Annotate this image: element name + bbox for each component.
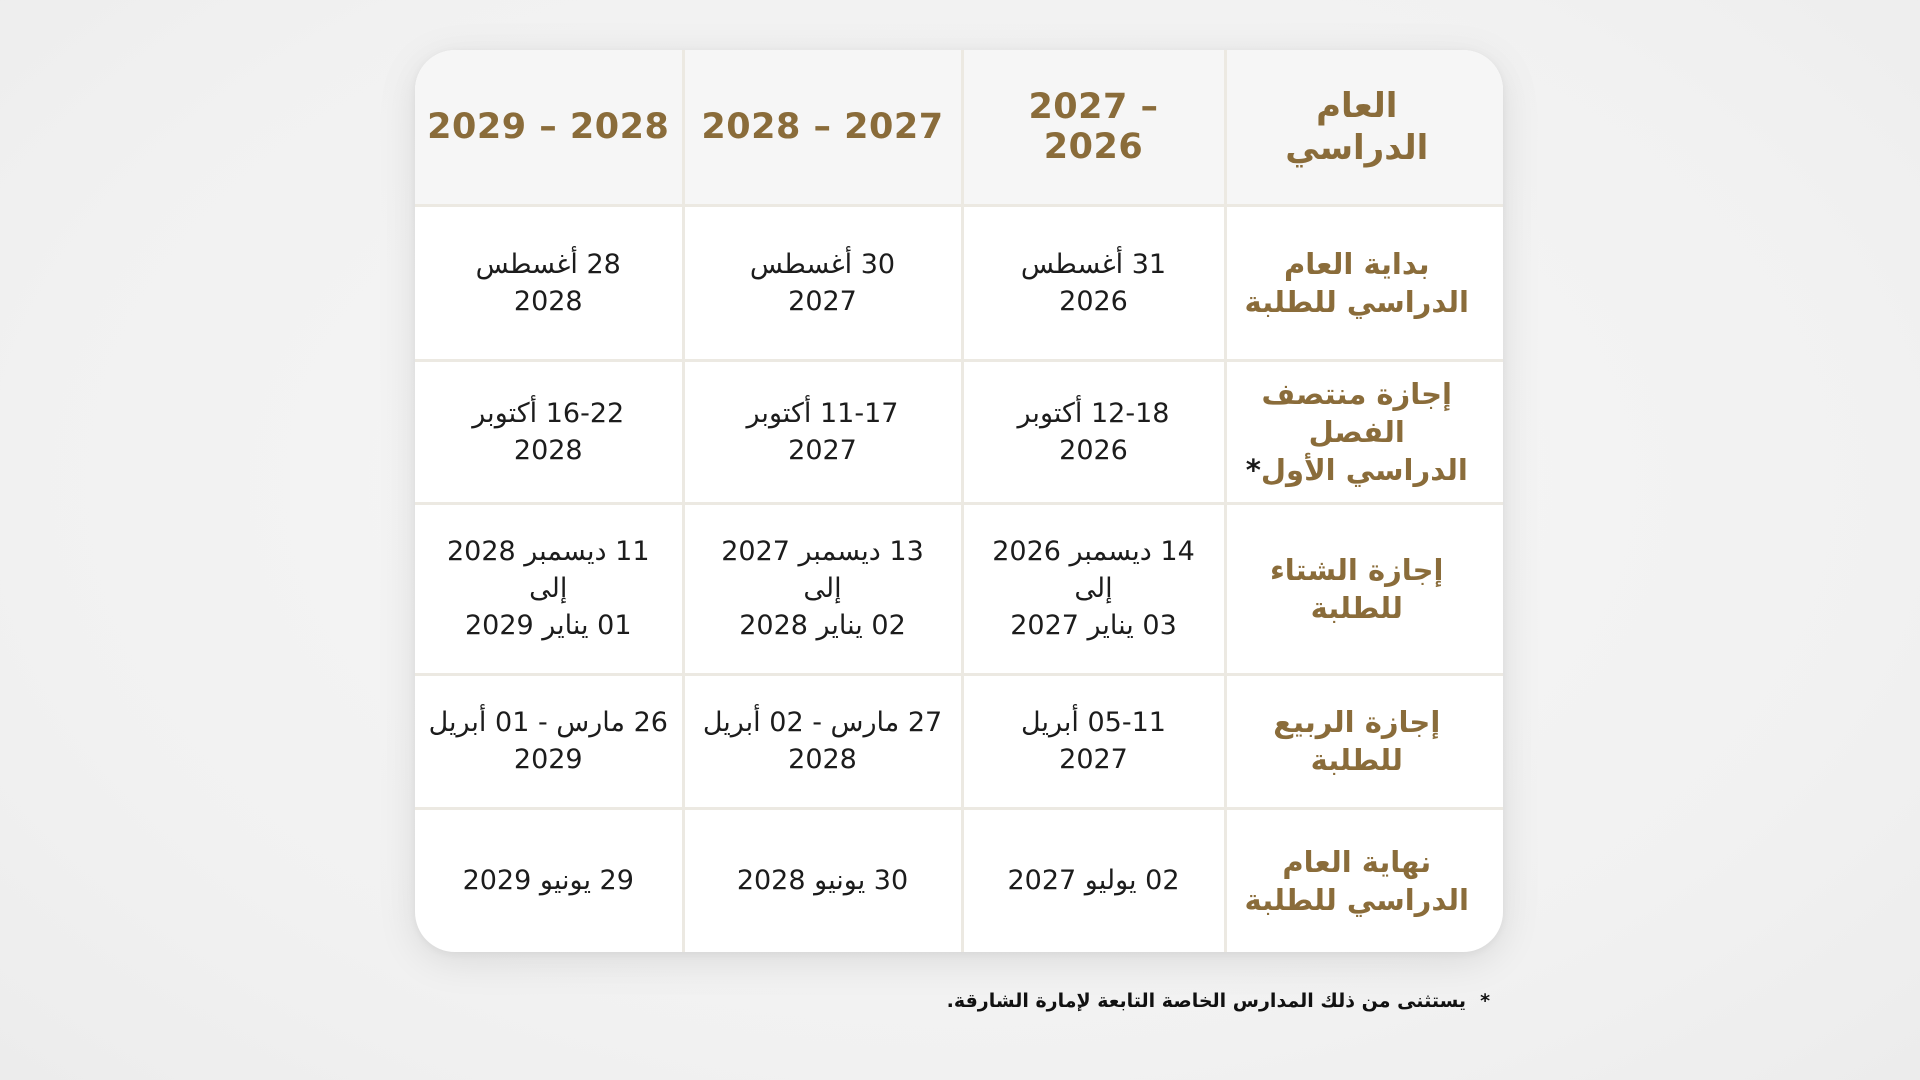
row-label-end-of-year: نهاية العام الدراسي للطلبة (1223, 806, 1503, 952)
table-row-end-of-year: 29 يونيو 2029 30 يونيو 2028 02 يوليو 202… (415, 806, 1503, 952)
cell-start-2026-2027: 31 أغسطس 2026 (960, 203, 1227, 362)
table-row-mid-term-break: 16-22 أكتوبر 2028 11-17 أكتوبر 2027 12-1… (415, 358, 1503, 505)
cell-end-2026-2027: 02 يوليو 2027 (960, 806, 1227, 952)
cell-end-2027-2028: 30 يونيو 2028 (681, 806, 964, 952)
cell-start-2028-2029: 28 أغسطس 2028 (415, 203, 685, 362)
header-year-2026-2027: 2027 – 2026 (960, 50, 1227, 207)
cell-line: 30 أغسطس (749, 248, 896, 280)
table-row-start-of-year: 28 أغسطس 2028 30 أغسطس 2027 31 أغسطس 202… (415, 203, 1503, 362)
cell-line: 2027 (788, 285, 857, 317)
cell-line: إلى (529, 573, 568, 604)
cell-line: 11-17 أكتوبر (746, 397, 899, 429)
row-label-line1: إجازة منتصف الفصل (1261, 376, 1452, 449)
cell-spring-2026-2027: 05-11 أبريل 2027 (960, 672, 1227, 810)
header-label-line1: العام (1316, 85, 1398, 126)
cell-line: 2028 (513, 434, 583, 466)
cell-line: 05-11 أبريل (1021, 707, 1166, 738)
cell-line: 01 يناير 2029 (464, 610, 632, 641)
row-label-mid-term-break: إجازة منتصف الفصل الدراسي الأول* (1223, 358, 1503, 505)
cell-line: 29 يونيو 2029 (462, 865, 634, 897)
cell-line: إلى (803, 573, 842, 604)
cell-midterm-2028-2029: 16-22 أكتوبر 2028 (415, 358, 685, 505)
cell-line: 02 يناير 2028 (739, 610, 906, 641)
cell-winter-2026-2027: 14 ديسمبر 2026 إلى 03 يناير 2027 (960, 501, 1227, 676)
cell-spring-2027-2028: 27 مارس - 02 أبريل 2028 (681, 672, 964, 810)
header-label-line2: الدراسي (1285, 127, 1429, 168)
cell-line: 2026 (1059, 285, 1128, 317)
header-year-2028-2029: 2029 – 2028 (415, 50, 685, 207)
cell-end-2028-2029: 29 يونيو 2029 (415, 806, 685, 952)
cell-line: 2028 (513, 285, 583, 317)
academic-calendar-card: 2029 – 2028 2028 – 2027 2027 – 2026 العا… (415, 50, 1503, 952)
row-label-line1: نهاية العام (1282, 844, 1432, 879)
header-year-2027-2028: 2028 – 2027 (681, 50, 964, 207)
cell-line: 31 أغسطس (1020, 248, 1167, 280)
cell-line: 02 يوليو 2027 (1007, 865, 1180, 897)
footnote: * يستثنى من ذلك المدارس الخاصة التابعة لإ… (947, 990, 1490, 1012)
cell-line: 03 يناير 2027 (1010, 610, 1177, 641)
cell-line: 2026 (1059, 434, 1128, 466)
row-label-line2: للطلبة (1310, 590, 1403, 625)
cell-line: 13 ديسمبر 2027 (721, 536, 924, 567)
cell-line: 12-18 أكتوبر (1017, 397, 1170, 429)
cell-spring-2028-2029: 26 مارس - 01 أبريل 2029 (415, 672, 685, 810)
row-label-start-of-year: بداية العام الدراسي للطلبة (1223, 203, 1503, 362)
row-label-line1: بداية العام (1284, 246, 1430, 281)
cell-line: 2027 (788, 434, 857, 466)
footnote-asterisk-marker: * (1245, 452, 1261, 487)
academic-calendar-table: 2029 – 2028 2028 – 2027 2027 – 2026 العا… (415, 50, 1503, 952)
row-label-line1: إجازة الشتاء (1269, 552, 1444, 587)
row-label-line1: إجازة الربيع (1273, 705, 1441, 739)
cell-line: 2028 (788, 744, 857, 775)
header-academic-year-label: العام الدراسي (1223, 50, 1503, 207)
row-label-line2: الدراسي الأول (1260, 452, 1468, 487)
row-label-winter-break: إجازة الشتاء للطلبة (1223, 501, 1503, 676)
table-row-winter-break: 11 ديسمبر 2028 إلى 01 يناير 2029 13 ديسم… (415, 501, 1503, 676)
row-label-line2-wrap: الدراسي الأول* (1237, 451, 1478, 489)
cell-line: 2029 (513, 744, 583, 775)
row-label-spring-break: إجازة الربيع للطلبة (1223, 672, 1503, 810)
cell-midterm-2027-2028: 11-17 أكتوبر 2027 (681, 358, 964, 505)
cell-line: 16-22 أكتوبر (472, 397, 625, 429)
row-label-line2: الدراسي للطلبة (1244, 284, 1469, 319)
footnote-asterisk: * (1480, 990, 1490, 1012)
row-label-line2: للطلبة (1310, 743, 1403, 777)
footnote-text: يستثنى من ذلك المدارس الخاصة التابعة لإم… (946, 990, 1467, 1012)
cell-line: 27 مارس - 02 أبريل (702, 707, 943, 738)
cell-line: 28 أغسطس (475, 248, 621, 280)
cell-line: إلى (1074, 573, 1113, 604)
cell-line: 26 مارس - 01 أبريل (428, 707, 668, 738)
cell-winter-2028-2029: 11 ديسمبر 2028 إلى 01 يناير 2029 (415, 501, 685, 676)
table-row-spring-break: 26 مارس - 01 أبريل 2029 27 مارس - 02 أبر… (415, 672, 1503, 810)
cell-line: 14 ديسمبر 2026 (992, 536, 1195, 567)
cell-line: 11 ديسمبر 2028 (446, 536, 650, 567)
cell-start-2027-2028: 30 أغسطس 2027 (681, 203, 964, 362)
cell-line: 30 يونيو 2028 (736, 865, 909, 897)
cell-midterm-2026-2027: 12-18 أكتوبر 2026 (960, 358, 1227, 505)
cell-winter-2027-2028: 13 ديسمبر 2027 إلى 02 يناير 2028 (681, 501, 964, 676)
header-row: 2029 – 2028 2028 – 2027 2027 – 2026 العا… (415, 50, 1503, 207)
row-label-line2: الدراسي للطلبة (1244, 882, 1469, 917)
cell-line: 2027 (1059, 744, 1128, 775)
